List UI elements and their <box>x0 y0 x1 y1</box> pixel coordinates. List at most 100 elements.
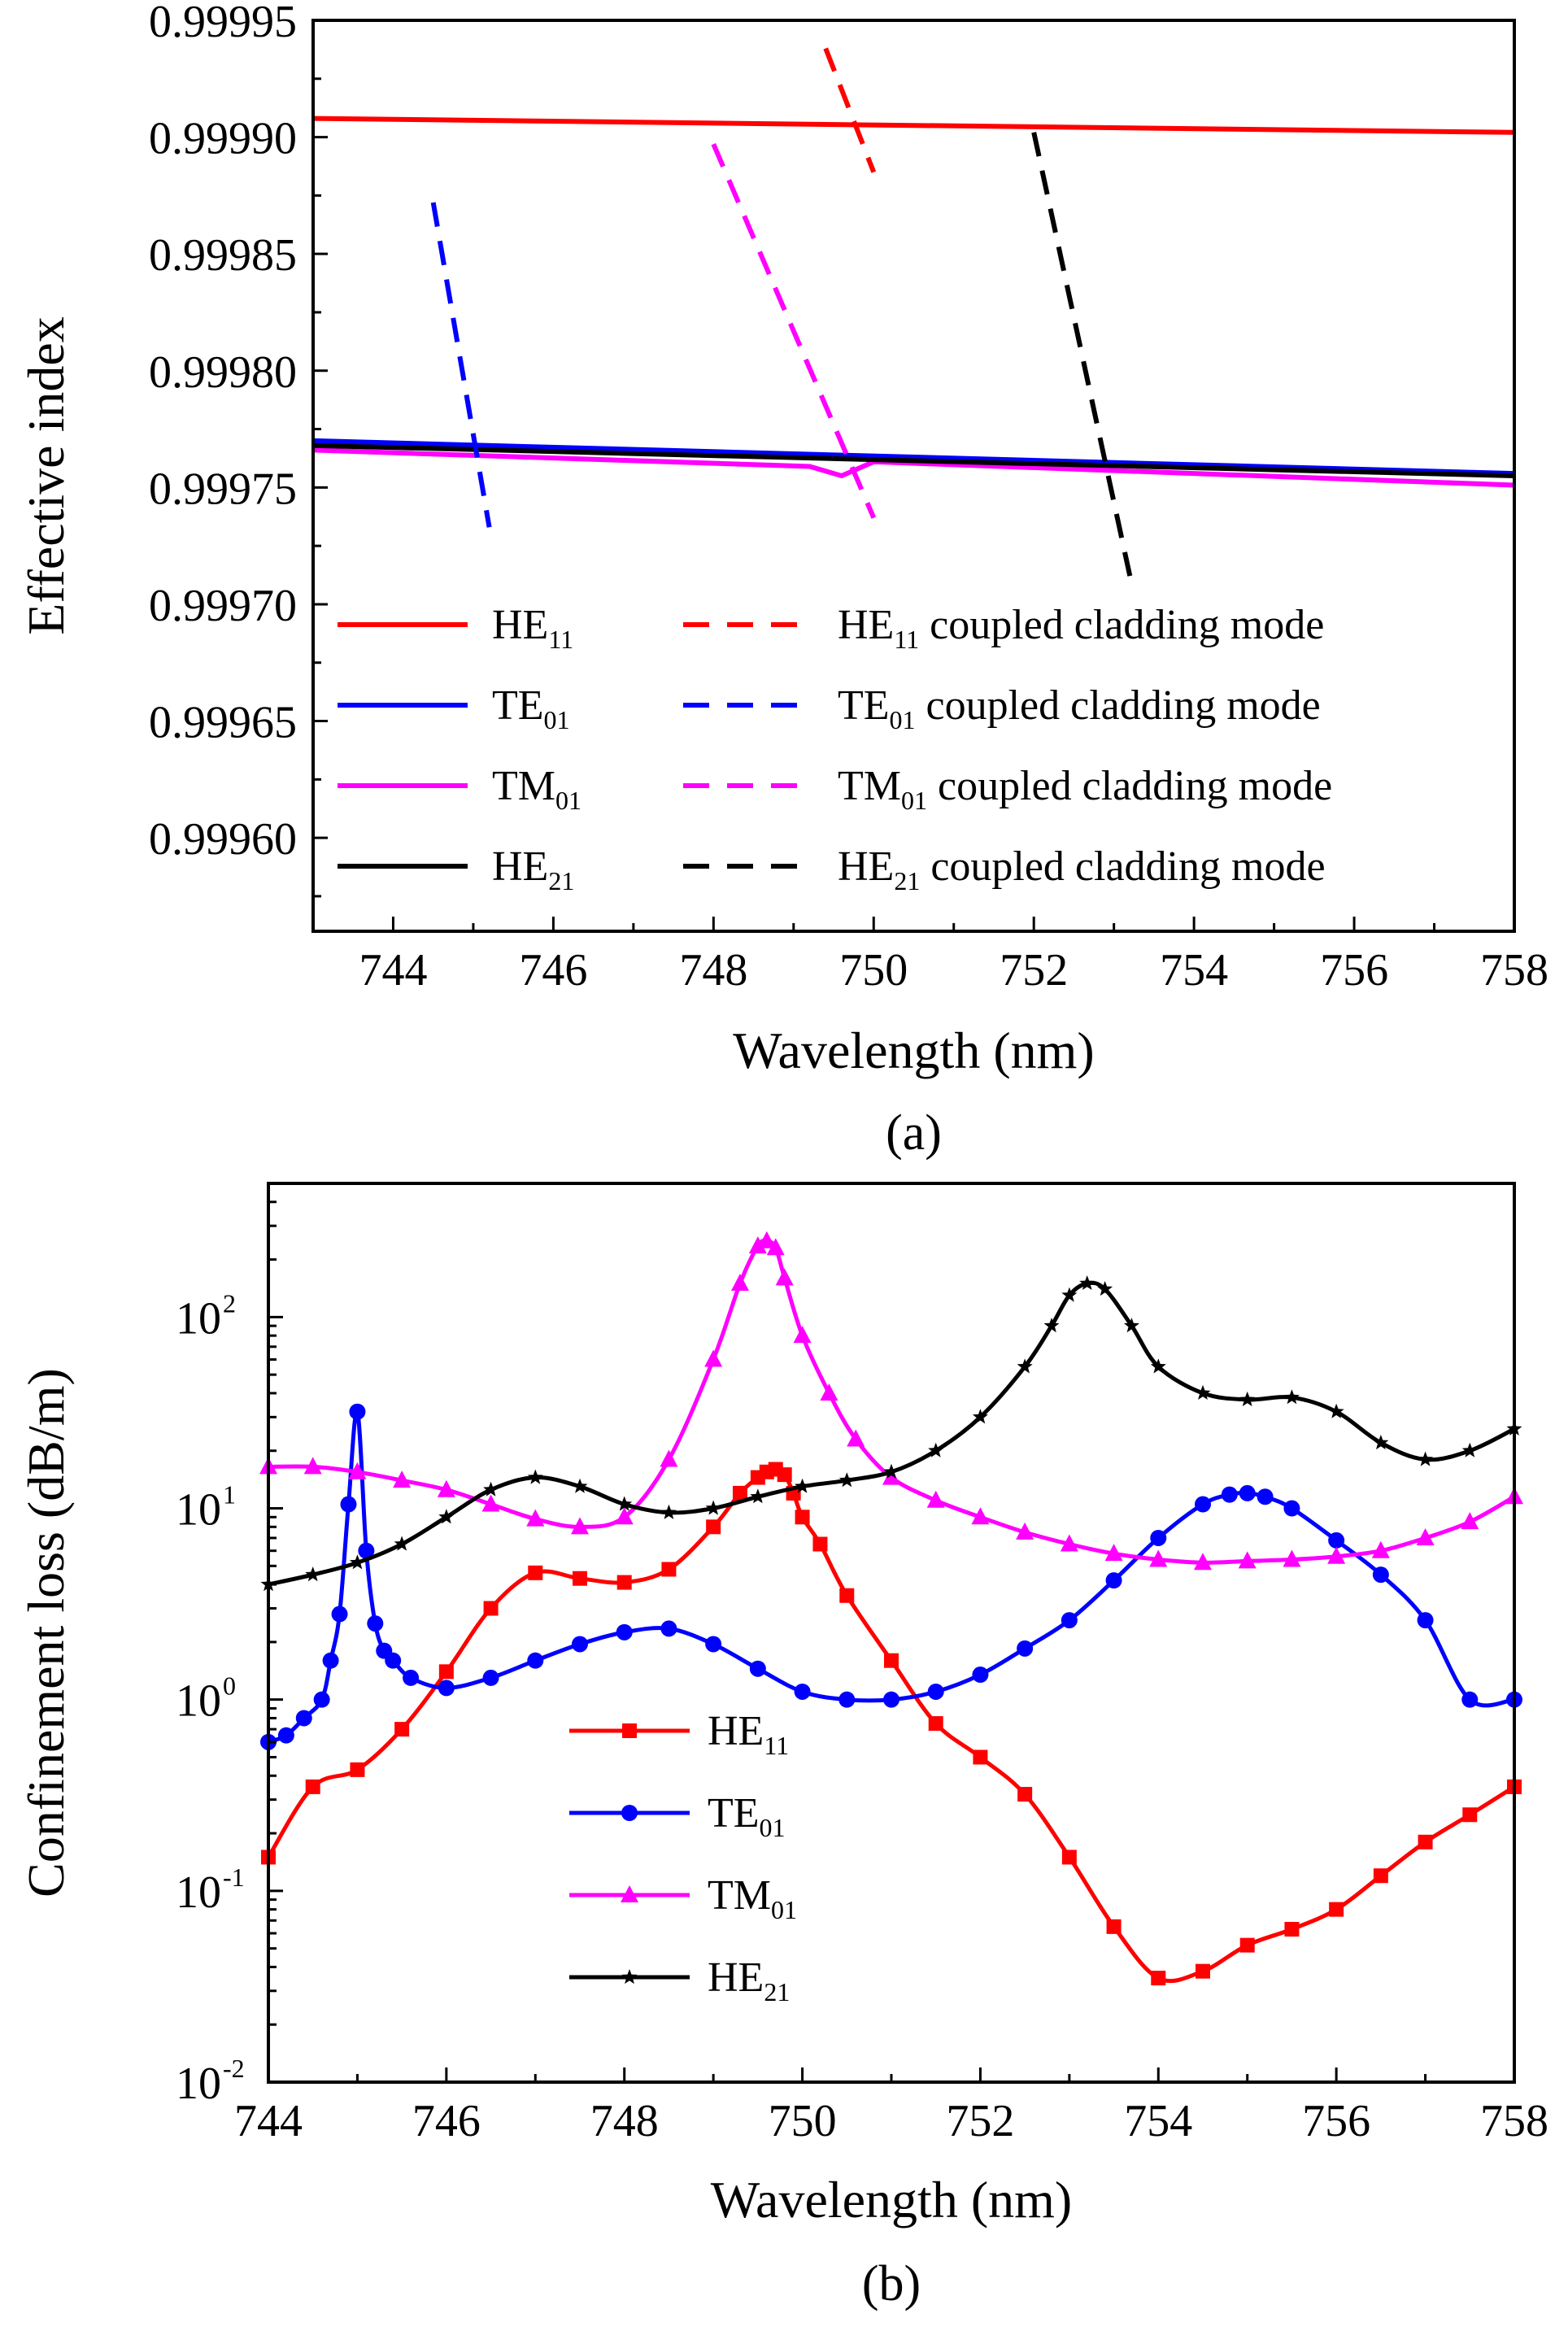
legend-marker <box>621 1805 638 1821</box>
series-line-tm01 <box>313 447 1514 488</box>
y-tick-label: 10 <box>176 1867 221 1918</box>
data-point-te01 <box>1257 1488 1274 1505</box>
data-point-tm01 <box>1238 1551 1257 1569</box>
data-point-tm01 <box>1104 1544 1123 1562</box>
data-point-he11 <box>616 1575 632 1590</box>
data-point-he21 <box>1373 1435 1389 1450</box>
data-point-te01 <box>1461 1691 1479 1708</box>
y-tick-label: 10 <box>176 1293 221 1344</box>
data-point-he11 <box>1418 1834 1433 1850</box>
data-point-te01 <box>358 1542 375 1559</box>
plot-frame <box>267 1182 1516 2084</box>
data-point-tm01 <box>766 1238 785 1256</box>
series-line-he21-coupled-cladding-mode <box>1031 132 1133 577</box>
data-point-he21 <box>795 1478 811 1493</box>
data-point-he21 <box>527 1469 543 1484</box>
data-point-tm01 <box>775 1268 794 1286</box>
data-point-he21 <box>1461 1442 1478 1457</box>
plot-frame <box>311 19 1516 933</box>
data-point-he21 <box>394 1536 410 1551</box>
data-point-he21 <box>483 1481 499 1497</box>
legend-entry: HE21 coupled cladding mode <box>838 843 1326 895</box>
x-axis-label: Wavelength (nm) <box>733 1022 1094 1079</box>
data-point-he11 <box>1462 1807 1478 1823</box>
data-point-te01 <box>313 1691 330 1708</box>
data-point-he21 <box>1061 1287 1078 1302</box>
data-point-he11 <box>528 1565 543 1580</box>
data-point-te01 <box>1105 1572 1122 1589</box>
y-tick-label: 0.99970 <box>149 581 297 631</box>
data-point-he11 <box>1196 1963 1210 1979</box>
series-group <box>259 1231 1523 1986</box>
data-point-he11 <box>305 1779 320 1794</box>
chart-effective-index: 744 746 748 750 752 754 756 758 0.99960 0.99965 0.… <box>17 0 1548 1161</box>
data-point-he11 <box>884 1653 899 1668</box>
data-point-he11 <box>1284 1922 1300 1937</box>
y-tick-label: 0.99960 <box>149 814 297 865</box>
x-tick-label: 756 <box>1320 945 1388 996</box>
data-point-tm01 <box>820 1383 838 1401</box>
data-point-he21 <box>438 1509 455 1524</box>
data-point-tm01 <box>704 1349 723 1367</box>
y-tick-label: 10 <box>176 2059 221 2109</box>
data-point-he21 <box>1239 1391 1256 1406</box>
data-point-te01 <box>749 1660 766 1677</box>
x-tick-label: 756 <box>1302 2096 1370 2146</box>
data-point-te01 <box>403 1669 420 1686</box>
data-point-tm01 <box>748 1236 767 1254</box>
data-point-te01 <box>1150 1529 1167 1546</box>
data-point-he21 <box>1097 1281 1113 1296</box>
x-tick-label: 750 <box>839 945 908 996</box>
data-point-he21 <box>305 1566 321 1582</box>
data-point-he11 <box>795 1510 810 1525</box>
data-point-he21 <box>928 1442 944 1457</box>
data-point-tm01 <box>1461 1512 1479 1530</box>
y-tick-exponent: 2 <box>223 1288 236 1318</box>
data-point-he21 <box>1283 1389 1300 1405</box>
panel-label: (a) <box>886 1105 942 1161</box>
data-point-he11 <box>1061 1850 1077 1865</box>
data-point-tm01 <box>526 1509 545 1527</box>
data-point-tm01 <box>437 1479 455 1497</box>
data-point-he11 <box>1329 1902 1344 1917</box>
x-axis-label: Wavelength (nm) <box>711 2171 1072 2229</box>
data-point-te01 <box>838 1691 856 1708</box>
data-point-te01 <box>1372 1566 1389 1584</box>
x-tick-label: 754 <box>1160 945 1228 996</box>
data-point-he11 <box>1239 1937 1255 1953</box>
data-point-te01 <box>349 1403 366 1420</box>
series-line-tm01-coupled-cladding-mode <box>711 143 877 519</box>
data-point-he21 <box>705 1500 721 1515</box>
x-tick-label: 758 <box>1480 945 1548 996</box>
data-point-he11 <box>839 1588 855 1603</box>
data-point-he21 <box>660 1504 677 1519</box>
data-point-tm01 <box>793 1326 812 1344</box>
data-point-he11 <box>812 1536 828 1552</box>
x-tick-label: 752 <box>1000 945 1068 996</box>
data-point-tm01 <box>1194 1553 1212 1571</box>
data-point-te01 <box>385 1652 402 1669</box>
data-point-te01 <box>331 1606 348 1623</box>
x-tick-label: 748 <box>679 945 747 996</box>
data-point-te01 <box>1417 1612 1434 1629</box>
data-point-he21 <box>750 1488 766 1504</box>
y-tick-label: 10 <box>176 1485 221 1536</box>
y-tick-exponent: 1 <box>223 1480 236 1510</box>
data-point-he21 <box>1195 1384 1211 1400</box>
legend-entry: TE01 coupled cladding mode <box>838 682 1321 734</box>
legend-entry: TM01 <box>708 1872 797 1924</box>
data-point-tm01 <box>348 1462 367 1479</box>
series-line-he11 <box>266 1466 1516 1984</box>
x-tick-label: 752 <box>946 2096 1014 2146</box>
data-point-te01 <box>705 1636 722 1653</box>
legend: HE11 TE01 TM01 HE21 <box>569 1708 797 2006</box>
y-tick-label: 0.99965 <box>149 698 297 748</box>
data-point-te01 <box>367 1615 384 1632</box>
data-point-te01 <box>1239 1484 1256 1501</box>
data-point-te01 <box>527 1652 544 1669</box>
y-tick-label: 10 <box>176 1676 221 1727</box>
data-point-te01 <box>1283 1500 1300 1517</box>
data-point-tm01 <box>615 1507 634 1525</box>
